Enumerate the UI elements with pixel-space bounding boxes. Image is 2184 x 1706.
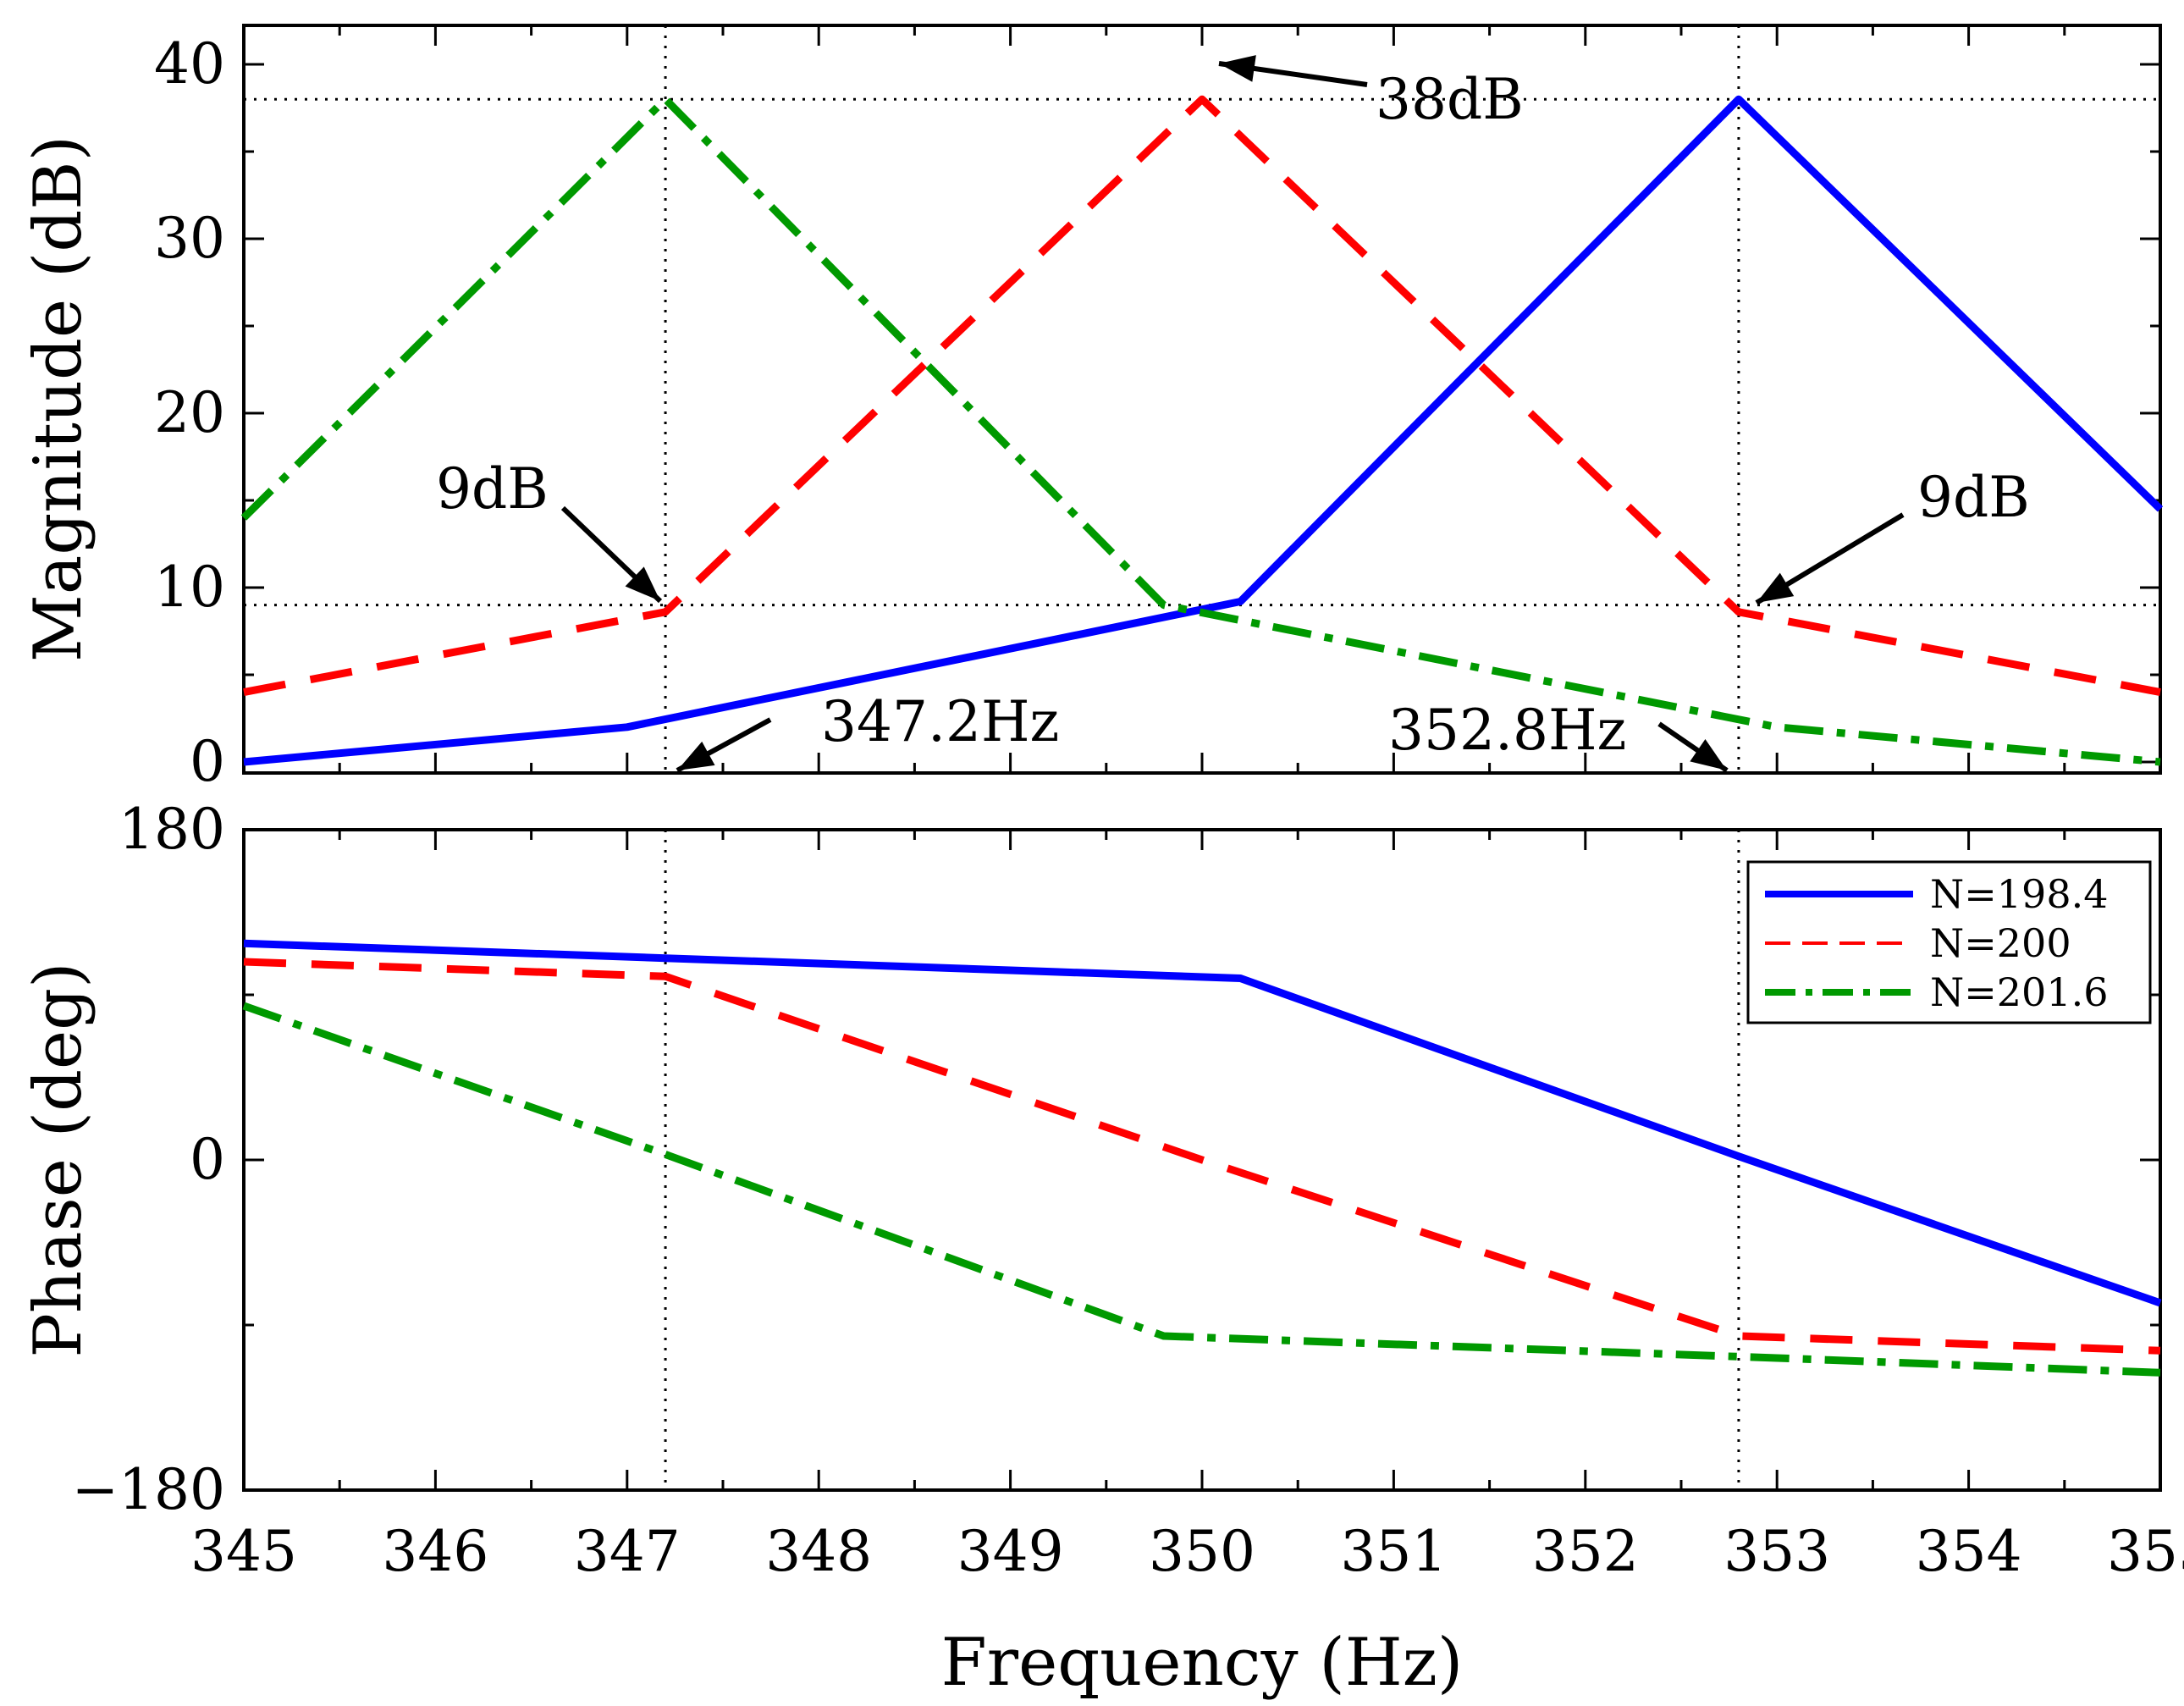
magnitude-series-n-198-4	[243, 95, 2164, 766]
phase-y-tick-label: 0	[190, 1127, 225, 1192]
annotations-layer: 38dB 9dB 9dB 347.2Hz 352.8Hz	[436, 55, 2030, 773]
annotation-label-352-8hz: 352.8Hz	[1388, 698, 1626, 763]
annotation-arrow-head	[1757, 572, 1795, 603]
legend-label-n-198-4: N=198.4	[1930, 871, 2108, 917]
x-tick-label: 350	[1149, 1519, 1255, 1584]
phase-series-n-200	[243, 958, 2161, 1355]
x-tick-label: 348	[765, 1519, 872, 1584]
legend-label-n-200: N=200	[1930, 920, 2071, 966]
annotation-arrow-head	[625, 566, 660, 601]
x-tick-label: 346	[382, 1519, 488, 1584]
phase-series-n-198-4	[243, 939, 2162, 1307]
x-tick-label: 347	[574, 1519, 681, 1584]
magnitude-series-n-200	[243, 95, 2161, 697]
magnitude-y-tick-label: 10	[154, 555, 225, 620]
annotation-label-347-2hz: 347.2Hz	[821, 689, 1059, 754]
magnitude-y-tick-label: 0	[190, 729, 225, 794]
reference-lines-layer	[244, 25, 2160, 1490]
magnitude-series-n-201-6	[240, 95, 2161, 766]
annotation-label-9db: 9dB	[1917, 465, 2030, 530]
annotation-label-9db: 9dB	[436, 456, 549, 522]
magnitude-y-axis-title: Magnitude (dB)	[20, 135, 97, 662]
x-tick-label: 352	[1532, 1519, 1639, 1584]
annotation-label-38db: 38dB	[1376, 67, 1524, 132]
x-tick-label: 354	[1916, 1519, 2022, 1584]
annotation-arrow-head	[1219, 55, 1256, 82]
x-tick-label: 345	[190, 1519, 297, 1584]
x-tick-label: 351	[1340, 1519, 1447, 1584]
phase-series-n-201-6	[242, 1002, 2161, 1377]
magnitude-y-tick-label: 30	[154, 206, 225, 271]
series-lines-layer	[240, 95, 2164, 1377]
legend-label-n-201-6: N=201.6	[1930, 969, 2108, 1015]
annotation-arrow-head	[1690, 739, 1727, 770]
phase-y-axis-title: Phase (deg)	[20, 962, 97, 1357]
phase-y-tick-label: −180	[72, 1457, 225, 1522]
x-axis-title: Frequency (Hz)	[941, 1625, 1464, 1701]
annotation-arrow-head	[677, 741, 715, 770]
x-tick-label: 353	[1723, 1519, 1830, 1584]
x-tick-label: 349	[957, 1519, 1064, 1584]
magnitude-plot-frame	[242, 24, 2162, 775]
tick-marks-layer	[242, 25, 2162, 1492]
x-tick-label: 355	[2107, 1519, 2184, 1584]
magnitude-y-tick-label: 40	[154, 31, 225, 97]
magnitude-y-tick-label: 20	[154, 380, 225, 445]
phase-y-tick-label: 180	[119, 797, 225, 862]
